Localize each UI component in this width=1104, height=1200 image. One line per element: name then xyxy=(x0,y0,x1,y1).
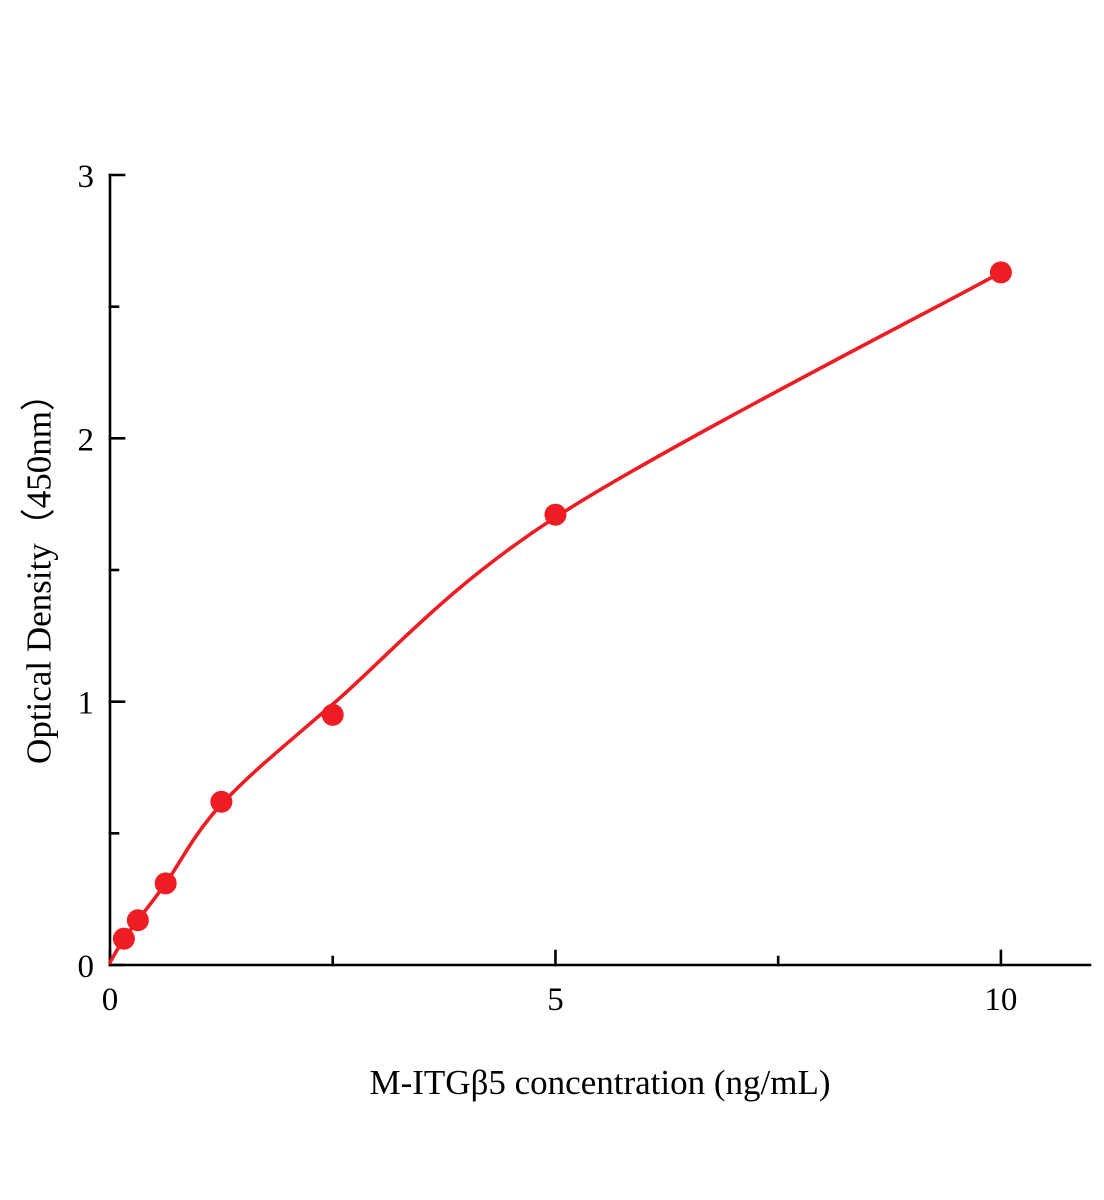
data-point-marker xyxy=(321,703,344,726)
standard-curve-line xyxy=(108,270,1003,965)
x-tick-label: 0 xyxy=(102,982,119,1018)
x-tick-label: 10 xyxy=(984,982,1017,1018)
data-point-marker xyxy=(126,909,149,932)
x-axis-title: M-ITGβ5 concentration (ng/mL) xyxy=(369,1063,831,1102)
y-tick-label: 1 xyxy=(78,686,95,722)
data-point-marker xyxy=(112,927,135,950)
y-tick-label: 3 xyxy=(78,159,95,195)
data-point-marker xyxy=(989,261,1012,284)
y-axis-title: Optical Density（450nm） xyxy=(19,376,59,764)
x-tick-label: 5 xyxy=(547,982,564,1018)
y-tick-label: 0 xyxy=(78,949,95,985)
y-tick-label: 2 xyxy=(78,422,95,458)
data-point-marker xyxy=(154,872,177,895)
data-point-marker xyxy=(210,790,233,813)
data-point-marker xyxy=(544,503,567,526)
